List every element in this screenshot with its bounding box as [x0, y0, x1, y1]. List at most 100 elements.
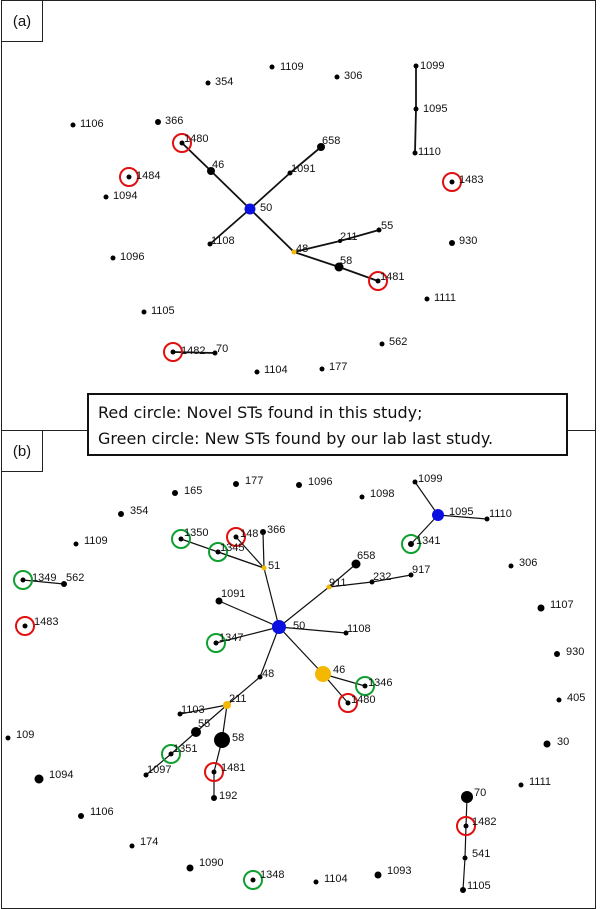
node-1091 — [215, 597, 223, 605]
edge-50-48 — [259, 626, 280, 678]
node-label-306: 306 — [344, 70, 362, 82]
node-label-30: 30 — [557, 736, 569, 748]
node-1485 — [233, 534, 239, 540]
node-658 — [317, 143, 325, 151]
node-label-917: 917 — [412, 564, 430, 576]
node-label-562: 562 — [66, 572, 84, 584]
edge-1482-541 — [464, 825, 467, 859]
node-label-1091: 1091 — [291, 163, 315, 175]
node-label-232: 232 — [373, 571, 391, 583]
node-1483 — [22, 623, 28, 629]
edge-58-1481 — [338, 266, 379, 282]
lab-st-circle-icon — [243, 870, 263, 890]
panel-b: (b) — [1, 430, 596, 909]
edge-50-911 — [278, 586, 330, 628]
node-1106 — [70, 122, 76, 128]
node-306 — [334, 74, 340, 80]
node-1105 — [460, 887, 466, 893]
node-1110 — [484, 516, 490, 522]
node-30 — [543, 740, 551, 748]
node-label-46: 46 — [333, 664, 345, 676]
edge-1099-1095 — [414, 481, 439, 516]
node-1104 — [313, 879, 319, 885]
node-label-1098: 1098 — [370, 488, 394, 500]
node-1483 — [449, 179, 455, 185]
node-label-1483: 1483 — [34, 616, 58, 628]
node-label-1350: 1350 — [184, 527, 208, 539]
lab-st-circle-icon — [161, 744, 181, 764]
node-label-1104: 1104 — [324, 873, 348, 885]
node-label-1110: 1110 — [489, 508, 512, 520]
node-label-1106: 1106 — [90, 806, 114, 818]
edge-50-1108 — [209, 208, 251, 245]
node-label-51: 51 — [268, 560, 280, 572]
node-306 — [508, 563, 514, 569]
node-label-1108: 1108 — [347, 623, 371, 635]
novel-st-circle-icon — [338, 693, 358, 713]
node-label-366: 366 — [165, 115, 183, 127]
node-562 — [379, 341, 385, 347]
node-1109 — [269, 64, 275, 70]
edge-55-1351 — [170, 731, 197, 755]
node-48 — [291, 249, 297, 255]
node-label-70: 70 — [474, 787, 486, 799]
node-1091 — [287, 170, 293, 176]
node-label-174: 174 — [140, 836, 158, 848]
node-1108 — [343, 630, 349, 636]
edge-541-1105 — [462, 857, 466, 891]
legend-box: Red circle: Novel STs found in this stud… — [87, 393, 568, 456]
novel-st-circle-icon — [226, 527, 246, 547]
edge-48-58 — [293, 251, 340, 268]
node-label-1104: 1104 — [264, 364, 288, 376]
node-541 — [462, 855, 468, 861]
node-354 — [205, 80, 211, 86]
node-1345 — [215, 549, 221, 555]
panel-a-label: (a) — [2, 1, 43, 42]
node-label-1348: 1348 — [260, 869, 284, 881]
node-label-177: 177 — [245, 475, 263, 487]
edge-911-232 — [328, 581, 373, 588]
node-1090 — [186, 864, 194, 872]
edge-1091-658 — [289, 146, 322, 174]
lab-st-circle-icon — [355, 676, 375, 696]
legend-red-text: Red circle: Novel STs found in this stud… — [98, 403, 423, 422]
node-58 — [334, 262, 344, 272]
node-1107 — [537, 604, 545, 612]
node-1341 — [408, 541, 414, 547]
panel-b-graph: 165 177 1096 1098 1099 354 1095 1110 1109 1350 148… — [5, 473, 585, 893]
lab-st-circle-icon — [171, 529, 191, 549]
node-58 — [214, 732, 230, 748]
lab-st-circle-icon — [208, 542, 228, 562]
node-label-70: 70 — [216, 343, 228, 355]
edge-48-211 — [226, 676, 261, 706]
node-label-1099: 1099 — [418, 473, 442, 485]
node-label-211: 211 — [229, 693, 247, 705]
edge-211-1103 — [179, 704, 228, 715]
node-1111 — [518, 782, 524, 788]
node-label-1109: 1109 — [84, 535, 108, 547]
node-label-1346: 1346 — [368, 677, 392, 689]
node-1351 — [168, 751, 174, 757]
node-1350 — [178, 536, 184, 542]
edge-232-917 — [371, 574, 412, 583]
node-label-109: 109 — [16, 729, 34, 741]
node-911 — [326, 584, 332, 590]
node-label-1481: 1481 — [221, 762, 245, 774]
node-1346 — [362, 683, 368, 689]
node-label-1107: 1107 — [550, 599, 574, 611]
node-label-1106: 1106 — [80, 118, 104, 130]
node-1347 — [213, 640, 219, 646]
node-1108 — [207, 241, 213, 247]
node-46 — [207, 167, 215, 175]
novel-st-circle-icon — [204, 762, 224, 782]
node-label-1105: 1105 — [467, 880, 491, 892]
node-1094 — [34, 774, 44, 784]
node-562 — [61, 581, 67, 587]
node-174 — [129, 843, 135, 849]
node-label-1094: 1094 — [49, 769, 73, 781]
edge-50-46 — [278, 626, 324, 675]
node-label-1097: 1097 — [147, 764, 171, 776]
node-label-165: 165 — [184, 485, 202, 497]
